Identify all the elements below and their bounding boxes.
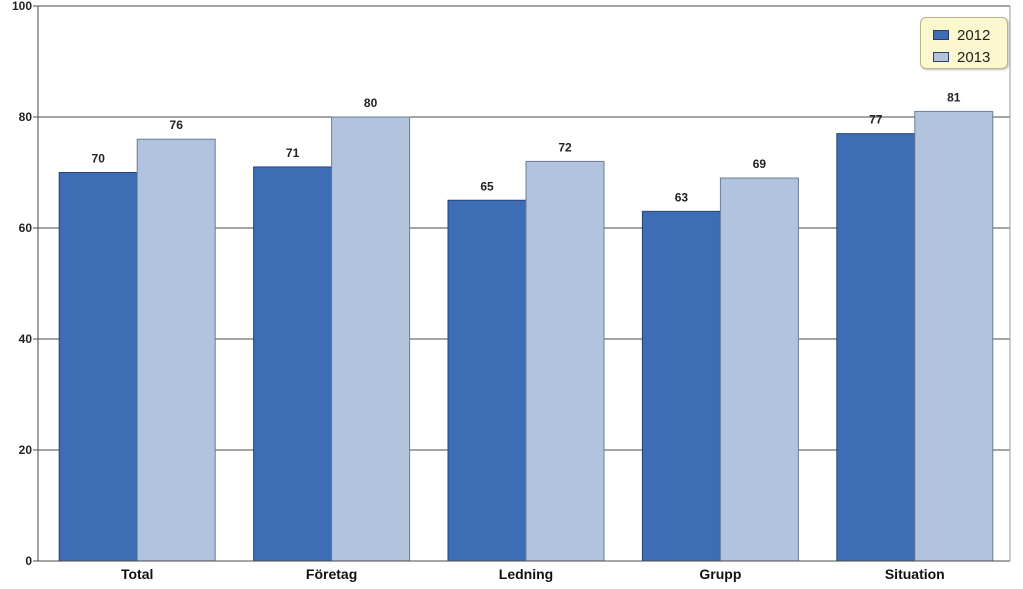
- bar-situation-2012: [836, 133, 916, 562]
- bar-situation-2013: [914, 110, 994, 562]
- y-tick-label-0: 0: [25, 554, 32, 568]
- legend-label-2013: 2013: [957, 48, 991, 66]
- bars: [58, 110, 994, 562]
- legend-label-2012: 2012: [957, 26, 991, 44]
- bar-ledning-2013: [525, 160, 605, 562]
- data-label-företag-2012: 71: [286, 146, 300, 160]
- bar-företag-2012: [253, 166, 333, 562]
- data-label-grupp-2012: 63: [675, 190, 689, 204]
- y-tick-label-60: 60: [19, 221, 33, 235]
- legend-item-2012: 2012: [933, 24, 1007, 46]
- legend-swatch-2013: [933, 52, 949, 62]
- y-tick-label-40: 40: [19, 332, 33, 346]
- bar-total-2013: [136, 138, 216, 562]
- x-category-label-grupp: Grupp: [699, 566, 741, 582]
- data-label-situation-2013: 81: [947, 90, 961, 104]
- bar-total-2012: [58, 172, 138, 562]
- x-category-label-ledning: Ledning: [499, 566, 553, 582]
- bar-grupp-2012: [641, 210, 721, 562]
- x-category-label-företag: Företag: [306, 566, 357, 582]
- y-tick-label-20: 20: [19, 443, 33, 457]
- data-label-ledning-2013: 72: [558, 140, 572, 154]
- data-label-situation-2012: 77: [869, 113, 883, 127]
- data-label-ledning-2012: 65: [480, 179, 494, 193]
- x-category-label-total: Total: [121, 566, 153, 582]
- y-tick-label-100: 100: [12, 0, 32, 13]
- data-label-total-2012: 70: [92, 152, 106, 166]
- axes: 0 20 40 60 80 100 Total Företag Ledning Grupp Situ…: [12, 0, 1011, 582]
- data-label-grupp-2013: 69: [753, 157, 767, 171]
- legend-swatch-2012: [933, 30, 949, 40]
- x-category-label-situation: Situation: [885, 566, 945, 582]
- data-label-företag-2013: 80: [364, 96, 378, 110]
- legend-item-2013: 2013: [933, 46, 1007, 68]
- y-tick-label-80: 80: [19, 110, 33, 124]
- data-label-total-2013: 76: [170, 118, 184, 132]
- bar-ledning-2012: [447, 199, 527, 562]
- bar-företag-2013: [331, 116, 411, 562]
- bar-grupp-2013: [719, 177, 799, 562]
- data-labels: 70 76 71 80 65 72 63 69 77 81: [92, 90, 961, 204]
- legend: 2012 2013: [920, 17, 1008, 69]
